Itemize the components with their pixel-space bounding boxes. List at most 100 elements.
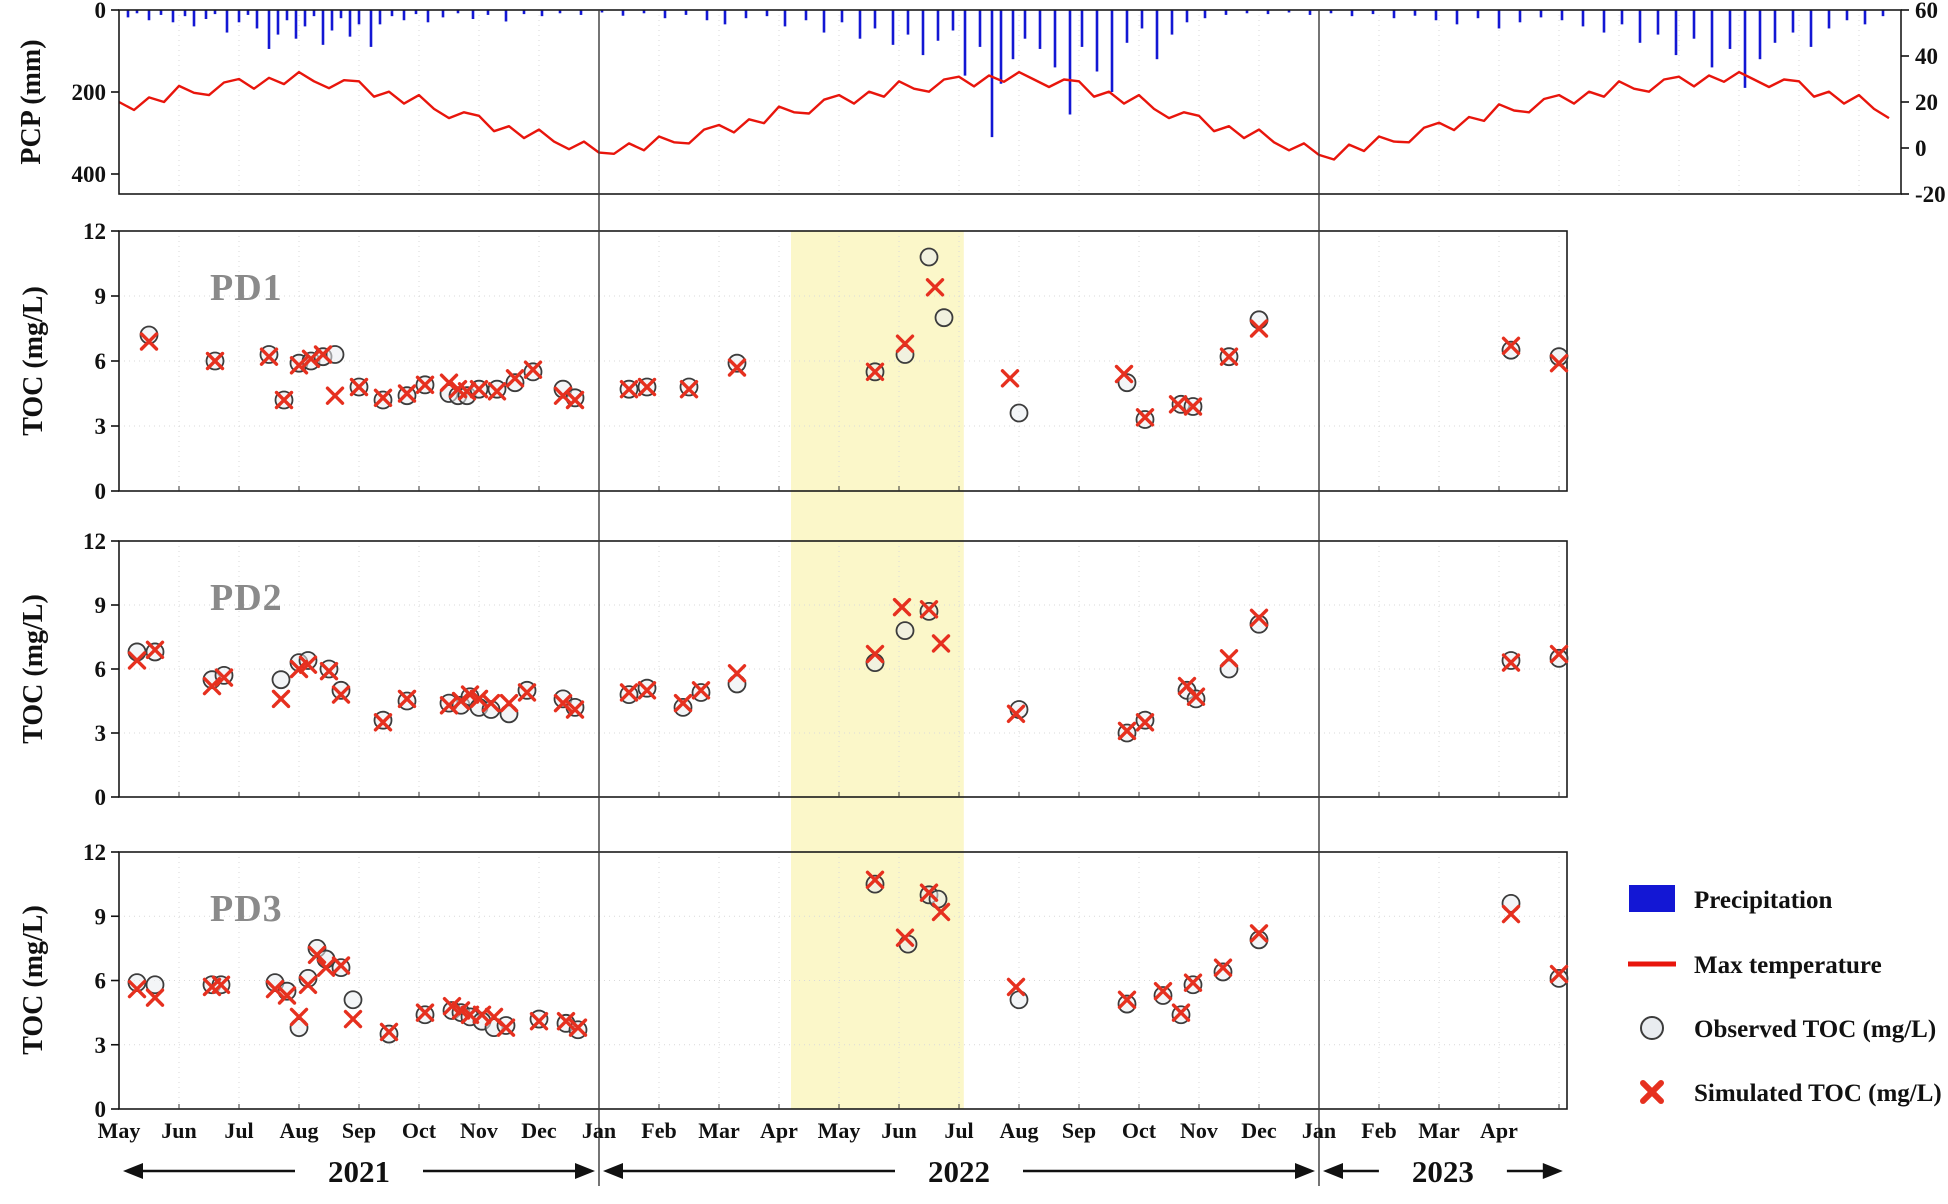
month-label: Dec bbox=[521, 1118, 557, 1143]
simulated-toc-swatch bbox=[1640, 1080, 1664, 1104]
simulated-point bbox=[865, 870, 885, 890]
simulated-point bbox=[553, 386, 573, 405]
year-label: 2023 bbox=[1412, 1154, 1474, 1189]
simulated-point bbox=[1006, 704, 1026, 723]
temp-tick-label: 20 bbox=[1915, 90, 1938, 115]
simulated-point bbox=[619, 379, 639, 399]
simulated-point bbox=[289, 1007, 309, 1027]
simulated-point bbox=[127, 979, 147, 999]
simulated-point bbox=[1549, 644, 1569, 664]
simulated-point bbox=[271, 689, 291, 709]
pd2-panel: 0 3 6 9 12 bbox=[83, 529, 1569, 810]
month-label: Jul bbox=[224, 1118, 253, 1143]
simulated-point bbox=[931, 902, 951, 922]
observed-point bbox=[865, 653, 885, 672]
toc-tick-label: 12 bbox=[83, 219, 106, 244]
simulated-point bbox=[925, 278, 945, 297]
simulated-point bbox=[307, 945, 327, 964]
simulated-point bbox=[127, 651, 147, 670]
temp-tick-label: 60 bbox=[1915, 0, 1938, 23]
observed-point bbox=[898, 934, 918, 954]
observed-point bbox=[1501, 340, 1521, 360]
simulated-point bbox=[637, 681, 657, 700]
observed-point bbox=[271, 670, 291, 690]
simulated-point bbox=[1213, 958, 1233, 977]
simulated-point bbox=[1501, 904, 1521, 924]
pd1-title: PD1 bbox=[210, 267, 283, 309]
simulated-point bbox=[214, 668, 234, 687]
simulated-point bbox=[373, 713, 393, 732]
legend-label: Observed TOC (mg/L) bbox=[1694, 1016, 1936, 1043]
simulated-point bbox=[931, 634, 951, 653]
observed-point bbox=[1549, 968, 1569, 988]
toc-tick-label: 6 bbox=[95, 969, 107, 994]
simulated-point bbox=[1501, 336, 1521, 356]
month-label: Dec bbox=[1241, 1118, 1277, 1143]
month-label: Oct bbox=[1122, 1118, 1157, 1143]
observed-point bbox=[934, 308, 954, 328]
simulated-point bbox=[343, 1009, 363, 1029]
simulated-point bbox=[373, 388, 393, 408]
simulated-point bbox=[1117, 990, 1137, 1009]
simulated-point bbox=[379, 1022, 399, 1042]
observed-point bbox=[1117, 994, 1137, 1014]
simulated-point bbox=[565, 390, 585, 410]
simulated-point bbox=[397, 384, 417, 403]
simulated-point bbox=[1219, 649, 1239, 668]
simulated-point bbox=[691, 681, 711, 700]
simulated-point bbox=[895, 334, 915, 353]
simulated-point bbox=[145, 988, 165, 1007]
toc-tick-label: 12 bbox=[83, 529, 106, 554]
simulated-point bbox=[1183, 973, 1203, 992]
month-label: Jun bbox=[161, 1118, 196, 1143]
month-label: Mar bbox=[698, 1118, 740, 1143]
year-label: 2022 bbox=[928, 1154, 990, 1189]
toc-tick-label: 9 bbox=[95, 904, 107, 929]
toc-tick-label: 0 bbox=[95, 479, 107, 504]
simulated-point bbox=[1000, 369, 1020, 388]
toc-tick-label: 0 bbox=[95, 1097, 107, 1122]
simulated-point bbox=[484, 1007, 504, 1027]
simulated-point bbox=[727, 358, 747, 377]
toc-tick-label: 12 bbox=[83, 840, 106, 865]
simulated-point bbox=[211, 975, 231, 994]
simulated-point bbox=[439, 696, 459, 715]
toc-tick-label: 9 bbox=[95, 593, 107, 618]
pd3-axis-label: TOC (mg/L) bbox=[18, 905, 49, 1055]
year-arrow-left bbox=[1323, 1163, 1343, 1179]
simulated-point bbox=[289, 356, 309, 375]
toc-tick-label: 9 bbox=[95, 284, 107, 309]
toc-tick-label: 6 bbox=[95, 349, 107, 374]
pcp-tick-label: 0 bbox=[95, 0, 107, 23]
month-label: Aug bbox=[279, 1118, 318, 1143]
simulated-point bbox=[487, 382, 507, 401]
simulated-point bbox=[1249, 924, 1269, 943]
observed-point bbox=[145, 975, 165, 995]
simulated-point bbox=[316, 958, 336, 977]
simulated-point bbox=[892, 597, 912, 617]
month-label: Oct bbox=[402, 1118, 437, 1143]
simulated-point bbox=[1249, 319, 1269, 338]
observed-point bbox=[1117, 373, 1137, 393]
month-label: Mar bbox=[1418, 1118, 1460, 1143]
simulated-point bbox=[448, 379, 468, 399]
year-arrow-right bbox=[1295, 1163, 1315, 1179]
toc-tick-label: 6 bbox=[95, 657, 107, 682]
simulated-point bbox=[565, 700, 585, 719]
pd2-title: PD2 bbox=[210, 577, 283, 619]
simulated-point bbox=[319, 661, 339, 681]
simulated-point bbox=[1183, 397, 1203, 416]
simulated-point bbox=[274, 390, 294, 410]
simulated-point bbox=[895, 928, 915, 947]
simulated-point bbox=[673, 693, 693, 713]
simulated-point bbox=[442, 997, 462, 1016]
month-label: Jan bbox=[582, 1118, 616, 1143]
simulated-point bbox=[265, 979, 285, 999]
simulated-point bbox=[865, 362, 885, 382]
month-label: May bbox=[818, 1118, 861, 1143]
simulated-point bbox=[1177, 676, 1197, 696]
simulated-point bbox=[313, 345, 333, 364]
simulated-point bbox=[349, 377, 369, 397]
pcp-axis-label: PCP (mm) bbox=[16, 39, 47, 164]
